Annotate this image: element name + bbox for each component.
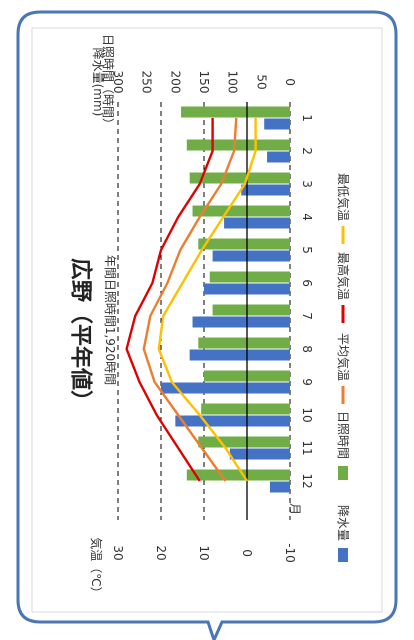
precipitation-bar bbox=[229, 448, 290, 460]
sunshine-bar bbox=[198, 436, 290, 448]
value-tick-label: 150 bbox=[197, 71, 211, 94]
month-tick-label: 8 bbox=[300, 345, 314, 353]
legend-label: 最低気温 bbox=[336, 173, 351, 221]
sunshine-bar bbox=[189, 172, 290, 184]
precipitation-bar bbox=[161, 382, 290, 394]
precipitation-bar bbox=[189, 349, 290, 361]
temperature-tick-label: -10 bbox=[283, 543, 297, 563]
chart-title: 広野（平年値） bbox=[68, 258, 94, 412]
precipitation-bar bbox=[224, 217, 290, 229]
temperature-tick-label: 30 bbox=[111, 545, 125, 560]
sunshine-bar bbox=[209, 271, 290, 283]
month-unit-label: 月 bbox=[288, 503, 302, 515]
legend-label: 最高気温 bbox=[336, 252, 351, 300]
temperature-tick-label: 10 bbox=[197, 545, 211, 560]
series-line bbox=[142, 117, 238, 482]
chart-legend: 降水量 日照時間 平均気温 最高気温 最低気温 bbox=[336, 173, 351, 562]
month-tick-label: 5 bbox=[300, 246, 314, 254]
month-tick-label: 1 bbox=[300, 114, 314, 122]
value-tick-label: 250 bbox=[140, 71, 154, 94]
month-tick-label: 9 bbox=[300, 378, 314, 386]
sunshine-bar bbox=[181, 106, 290, 118]
legend-label: 平均気温 bbox=[336, 333, 351, 381]
value-tick-label: 200 bbox=[168, 71, 182, 94]
series-line bbox=[125, 118, 214, 482]
sunshine-bar bbox=[186, 469, 290, 481]
month-tick-label: 12 bbox=[300, 473, 314, 488]
month-tick-label: 7 bbox=[300, 312, 314, 320]
precipitation-bar bbox=[269, 481, 290, 493]
value-tick-label: 50 bbox=[254, 74, 268, 89]
series-line bbox=[157, 118, 257, 482]
precipitation-axis-label: 降水量(mm) bbox=[91, 48, 105, 117]
temperature-tick-label: 20 bbox=[154, 545, 168, 560]
legend-swatch bbox=[338, 466, 348, 480]
temperature-axis-label: 気温（℃） bbox=[89, 537, 104, 598]
sunshine-bar bbox=[198, 337, 290, 349]
precipitation-bar bbox=[267, 151, 290, 163]
sunshine-bar bbox=[212, 304, 290, 316]
month-tick-label: 4 bbox=[300, 213, 314, 221]
sunshine-bar bbox=[198, 238, 290, 250]
precipitation-bar bbox=[212, 250, 290, 262]
precipitation-bar bbox=[241, 184, 290, 196]
legend-label: 日照時間 bbox=[336, 411, 350, 459]
precipitation-bar bbox=[192, 316, 290, 328]
month-tick-label: 10 bbox=[300, 407, 314, 422]
month-tick-label: 6 bbox=[300, 279, 314, 287]
sunshine-bar bbox=[192, 205, 290, 217]
precipitation-bar bbox=[264, 118, 290, 130]
month-tick-label: 3 bbox=[300, 180, 314, 188]
precipitation-bars bbox=[161, 118, 290, 493]
sunshine-bar bbox=[186, 139, 290, 151]
legend-label: 降水量 bbox=[336, 505, 350, 541]
sunshine-axis-label: 日照時間（時間） bbox=[101, 34, 115, 130]
precipitation-bar bbox=[175, 415, 290, 427]
temperature-tick-label: 0 bbox=[240, 549, 254, 557]
value-tick-label: 100 bbox=[226, 71, 240, 94]
temperature-lines bbox=[125, 117, 257, 482]
chart-subtitle: 年間日照時間1,920時間 bbox=[103, 255, 117, 385]
month-tick-label: 11 bbox=[300, 440, 314, 455]
sunshine-bar bbox=[201, 403, 290, 415]
month-tick-label: 2 bbox=[300, 147, 314, 155]
legend-swatch bbox=[338, 548, 348, 562]
value-tick-label: 0 bbox=[283, 78, 297, 86]
value-tick-label: 300 bbox=[111, 71, 125, 94]
